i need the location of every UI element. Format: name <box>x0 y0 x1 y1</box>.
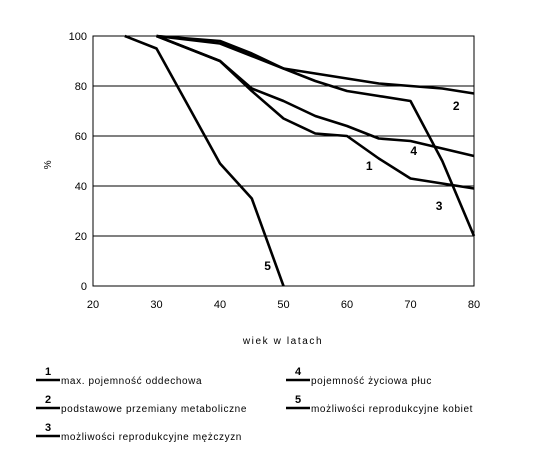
y-tick-labels: 0 20 40 60 80 100 <box>69 31 87 293</box>
y-axis-title: % <box>43 159 54 170</box>
x-tick-label: 50 <box>277 299 289 311</box>
legend-label-5: możliwości reprodukcyjne kobiet <box>311 404 473 415</box>
legend-label-2: podstawowe przemiany metaboliczne <box>61 404 247 415</box>
series-label-4: 4 <box>410 144 417 158</box>
y-tick-label: 20 <box>75 231 87 243</box>
legend-label-4: pojemność życiowa płuc <box>311 376 432 387</box>
x-tick-label: 20 <box>87 299 99 311</box>
legend-label-1: max. pojemność oddechowa <box>61 376 202 387</box>
series-label-5: 5 <box>264 259 271 273</box>
series-label-2: 2 <box>453 99 460 113</box>
x-tick-label: 40 <box>214 299 226 311</box>
x-tick-labels: 20 30 40 50 60 70 80 <box>87 299 480 311</box>
legend-number-3: 3 <box>45 422 51 434</box>
legend-label-3: możliwości reprodukcyjne mężczyzn <box>61 432 242 443</box>
legend-number-5: 5 <box>295 394 301 406</box>
legend: 1 max. pojemność oddechowa 4 pojemność życi… <box>36 366 473 443</box>
y-tick-label: 80 <box>75 81 87 93</box>
legend-number-4: 4 <box>295 366 302 378</box>
plot-area-frame <box>92 35 475 287</box>
series-line-5 <box>124 34 285 287</box>
x-tick-label: 80 <box>468 299 480 311</box>
y-tick-label: 60 <box>75 131 87 143</box>
series-line-2 <box>156 34 475 95</box>
x-tick-label: 60 <box>341 299 353 311</box>
legend-number-2: 2 <box>45 394 51 406</box>
y-tick-label: 0 <box>81 281 87 293</box>
series-line-4 <box>156 34 475 190</box>
legend-number-1: 1 <box>45 366 51 378</box>
series-label-1: 1 <box>366 159 373 173</box>
gridlines <box>93 35 474 287</box>
series-number-labels: 1 2 3 4 5 <box>264 99 460 273</box>
x-tick-label: 70 <box>404 299 416 311</box>
x-axis-title: wiek w latach <box>242 336 323 347</box>
series-lines <box>124 34 476 287</box>
y-tick-label: 40 <box>75 181 87 193</box>
x-tick-label: 30 <box>150 299 162 311</box>
series-label-3: 3 <box>436 199 443 213</box>
y-tick-label: 100 <box>69 31 87 43</box>
series-line-3 <box>156 34 476 237</box>
